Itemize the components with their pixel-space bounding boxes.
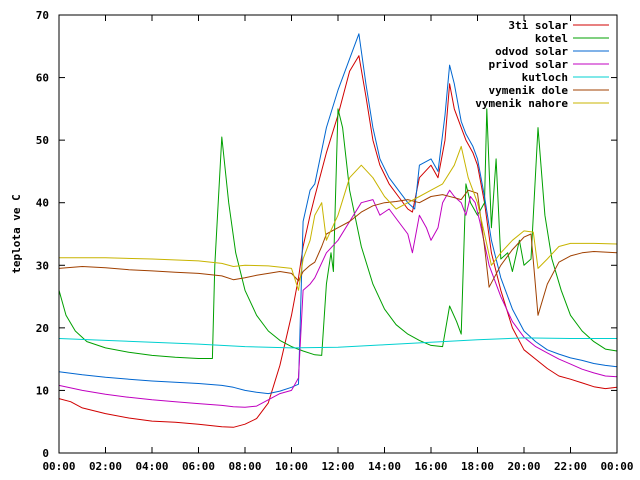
x-tick-label: 02:00 [89, 460, 122, 473]
legend-label: vymenik nahore [475, 97, 568, 110]
legend-label: 3ti solar [508, 19, 568, 32]
y-tick-label: 40 [36, 197, 49, 210]
series-line-6 [59, 145, 618, 291]
y-tick-label: 20 [36, 322, 49, 335]
y-tick-labels: 0 10 20 30 40 50 60 70 [36, 9, 49, 460]
legend-label: odvod solar [495, 45, 568, 58]
x-tick-label: 16:00 [414, 460, 447, 473]
y-tick-label: 70 [36, 9, 49, 22]
series-line-1 [58, 108, 618, 359]
y-tick-label: 60 [36, 72, 49, 85]
x-tick-label: 00:00 [42, 460, 75, 473]
y-tick-label: 0 [42, 447, 49, 460]
legend-label: kutloch [522, 71, 568, 84]
x-tick-labels: 00:00 02:00 04:00 06:00 08:00 10:00 12:00 14:00… [42, 460, 633, 473]
y-tick-label: 30 [36, 259, 49, 272]
legend-label: vymenik dole [489, 84, 569, 97]
x-tick-label: 14:00 [368, 460, 401, 473]
x-tick-label: 00:00 [600, 460, 633, 473]
x-tick-label: 08:00 [228, 460, 261, 473]
series-line-3 [58, 189, 618, 408]
x-tick-label: 20:00 [507, 460, 540, 473]
y-axis-title: teplota ve C [10, 194, 23, 273]
x-tick-label: 10:00 [275, 460, 308, 473]
series-line-0 [58, 55, 618, 428]
x-tick-label: 04:00 [135, 460, 168, 473]
x-tick-label: 12:00 [321, 460, 354, 473]
x-tick-label: 18:00 [461, 460, 494, 473]
series-line-2 [58, 33, 618, 395]
series-line-5 [58, 189, 618, 316]
y-tick-label: 10 [36, 384, 49, 397]
legend-label: privod solar [489, 58, 569, 71]
y-tick-label: 50 [36, 134, 49, 147]
axis-ticks [58, 14, 618, 454]
x-tick-label: 06:00 [182, 460, 215, 473]
x-tick-label: 22:00 [554, 460, 587, 473]
series-lines [58, 33, 618, 428]
series-line-4 [58, 337, 617, 349]
legend-label: kotel [535, 32, 568, 45]
